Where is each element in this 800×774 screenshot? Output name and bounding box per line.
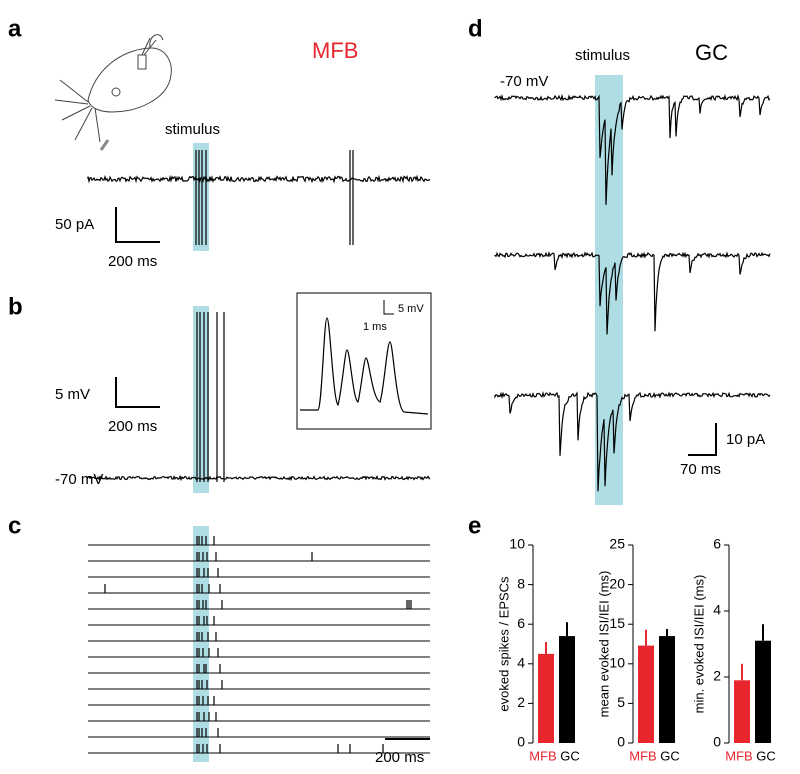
scale-label: 1 ms (363, 321, 387, 333)
trace (494, 251, 771, 335)
panel-letter: c (8, 512, 21, 539)
y-tick-label: 0 (617, 734, 625, 750)
inset-trace (300, 317, 429, 415)
bar (559, 636, 575, 743)
y-tick-label: 25 (609, 536, 625, 552)
x-tick-label: MFB (629, 748, 656, 763)
scale-label: 5 mV (55, 386, 90, 403)
trace (87, 174, 431, 184)
scale-label: 70 ms (680, 461, 721, 478)
scale-label: 5 mV (398, 303, 424, 315)
x-tick-label: GC (660, 748, 680, 763)
y-tick-label: 0 (713, 734, 721, 750)
y-tick-label: 0 (517, 734, 525, 750)
panel-letter: d (468, 15, 483, 42)
panel-letter: a (8, 15, 22, 42)
region-label: MFB (312, 38, 358, 63)
y-tick-label: 15 (609, 615, 625, 631)
stimulus-window (193, 306, 209, 493)
x-tick-label: MFB (725, 748, 752, 763)
y-tick-label: 6 (713, 536, 721, 552)
y-tick-label: 10 (609, 655, 625, 671)
scale-label: 200 ms (375, 749, 424, 766)
stimulus-window (193, 143, 209, 251)
x-tick-label: GC (756, 748, 776, 763)
panel-letter: e (468, 512, 481, 539)
trace (87, 474, 431, 482)
scale-label: 200 ms (108, 418, 157, 435)
y-tick-label: 10 (509, 536, 525, 552)
x-tick-label: MFB (529, 748, 556, 763)
bar (755, 640, 771, 743)
baseline-label: -70 mV (500, 73, 548, 90)
y-axis-label: mean evoked ISI/IEI (ms) (596, 571, 611, 718)
scale-label: 10 pA (726, 431, 765, 448)
bar (538, 653, 554, 743)
y-tick-label: 4 (517, 655, 525, 671)
y-tick-label: 4 (713, 602, 721, 618)
y-axis-label: min. evoked ISI/IEI (ms) (691, 575, 706, 714)
y-tick-label: 5 (617, 694, 625, 710)
y-tick-label: 6 (517, 615, 525, 631)
inset-frame (296, 292, 432, 430)
baseline-label: -70 mV (55, 471, 103, 488)
panel-letter: b (8, 293, 23, 320)
x-tick-label: GC (560, 748, 580, 763)
trace (494, 93, 771, 205)
y-axis-label: evoked spikes / EPSCs (496, 576, 511, 712)
bar (659, 636, 675, 743)
stimulus-label: stimulus (165, 121, 220, 138)
y-tick-label: 20 (609, 575, 625, 591)
y-tick-label: 2 (713, 668, 721, 684)
scale-label: 200 ms (108, 253, 157, 270)
mouse-sketch (54, 34, 172, 151)
trace (494, 390, 771, 492)
scale-bars (115, 207, 717, 740)
scale-label: 50 pA (55, 216, 94, 233)
bar-charts: 0 2 4 6 8 10 evoked spikes / EPSCs MFB GC 0 5 10 15 2… (496, 536, 775, 764)
bar (734, 680, 750, 743)
bar (638, 645, 654, 743)
y-tick-label: 2 (517, 694, 525, 710)
y-tick-label: 8 (517, 575, 525, 591)
traces (87, 93, 771, 754)
stimulus-label: stimulus (575, 47, 630, 64)
cell-label: GC (695, 40, 728, 65)
